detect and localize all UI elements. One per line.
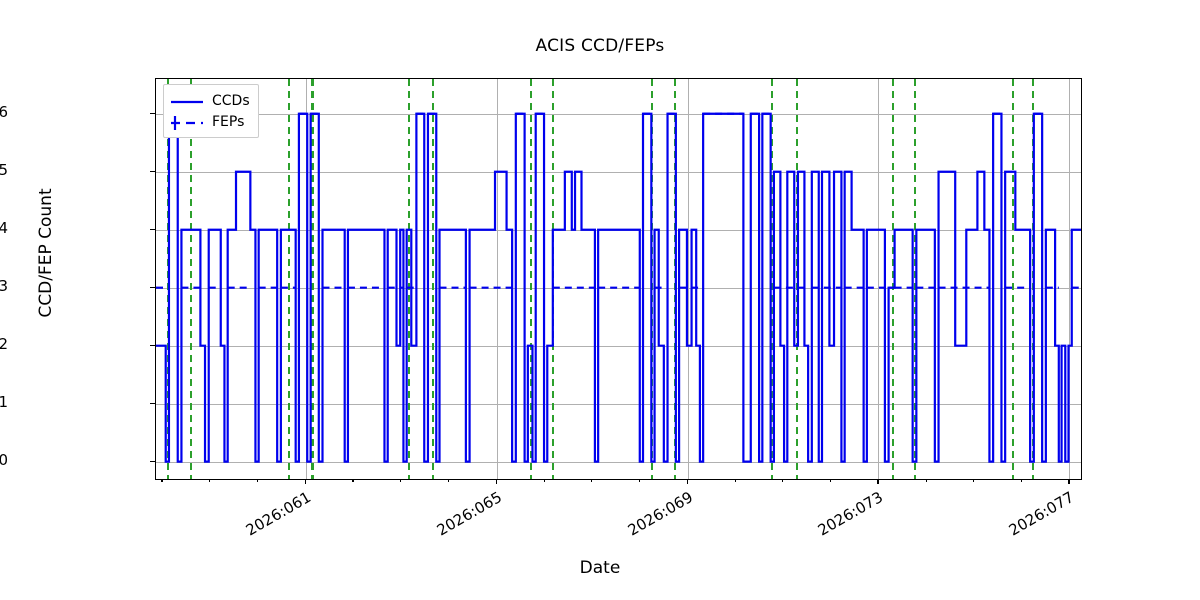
y-tick-label-3: 3 (0, 276, 8, 295)
legend-item-ccds[interactable]: CCDs (170, 90, 250, 111)
gridline-x-3 (878, 79, 880, 479)
legend-label-feps: FEPs (212, 113, 245, 130)
y-tick-label-0: 0 (0, 450, 8, 469)
event-marker-6 (529, 79, 533, 479)
gridline-y-2 (156, 345, 1081, 347)
gridline-y-6 (156, 113, 1081, 115)
event-marker-3 (311, 79, 315, 479)
x-tick-mark-major-0 (304, 478, 307, 484)
y-tick-mark-5 (150, 170, 155, 172)
x-tick-mark-major-4 (1068, 478, 1070, 484)
gridline-y-5 (156, 171, 1081, 173)
y-tick-label-1: 1 (0, 392, 8, 411)
gridline-x-4 (1069, 79, 1071, 479)
series-ccds (156, 112, 1081, 463)
chart-title: ACIS CCD/FEPs (535, 36, 665, 56)
x-tick-mark-major-2 (686, 478, 689, 484)
x-tick-mark-major-3 (877, 478, 879, 484)
gridline-y-3 (156, 287, 1081, 289)
event-marker-1 (189, 79, 193, 479)
y-tick-label-4: 4 (0, 218, 8, 237)
y-tick-label-2: 2 (0, 334, 8, 353)
event-marker-2 (287, 79, 291, 479)
legend-swatch-feps-icon (170, 115, 204, 130)
event-marker-12 (891, 79, 895, 479)
gridline-x-2 (687, 79, 689, 479)
y-tick-mark-6 (150, 112, 155, 114)
gridline-y-0 (156, 461, 1081, 463)
data-series-layer (156, 112, 1081, 463)
plot-area (155, 78, 1082, 480)
legend-label-ccds: CCDs (212, 92, 250, 109)
chart-legend[interactable]: CCDs FEPs (163, 84, 259, 138)
gridline-x-1 (496, 79, 498, 479)
legend-swatch-ccds-icon (170, 94, 204, 108)
event-marker-5 (431, 79, 435, 479)
y-tick-mark-1 (150, 402, 155, 404)
y-tick-mark-4 (150, 228, 155, 230)
event-marker-13 (913, 79, 917, 479)
gridline-y-1 (156, 403, 1081, 405)
ccds-line (156, 112, 1081, 463)
legend-item-feps[interactable]: FEPs (170, 111, 250, 132)
y-tick-mark-0 (150, 460, 155, 462)
x-tick-mark-major-1 (495, 478, 498, 484)
event-marker-4 (407, 79, 411, 479)
y-tick-mark-2 (150, 344, 155, 346)
y-axis-title: CCD/FEP Count (36, 188, 56, 318)
y-tick-label-6: 6 (0, 102, 8, 121)
y-tick-mark-3 (150, 286, 155, 288)
x-axis-title: Date (579, 558, 621, 578)
event-marker-14 (1011, 79, 1015, 479)
event-marker-10 (770, 79, 774, 479)
y-tick-label-5: 5 (0, 160, 8, 179)
